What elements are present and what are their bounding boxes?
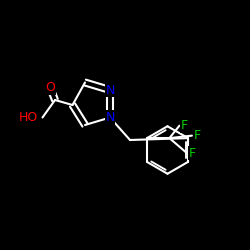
Text: F: F — [188, 146, 196, 160]
Text: F: F — [193, 129, 200, 142]
Text: N: N — [105, 111, 115, 124]
Text: O: O — [45, 81, 55, 94]
Text: N: N — [105, 84, 115, 96]
Text: F: F — [181, 119, 188, 132]
Text: HO: HO — [18, 111, 38, 124]
